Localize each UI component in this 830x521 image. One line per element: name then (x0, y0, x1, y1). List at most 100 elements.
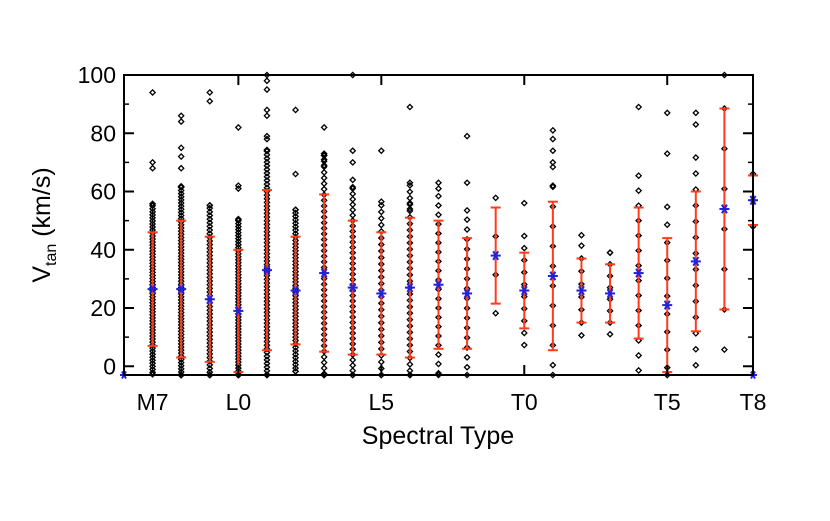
mean-marker-stroke (206, 294, 214, 305)
data-point (349, 367, 357, 375)
mean-marker-stroke (463, 288, 471, 299)
data-point (635, 187, 643, 195)
data-point (577, 331, 585, 339)
data-point (349, 190, 357, 198)
data-point (434, 185, 443, 193)
data-point-outlier (263, 132, 271, 140)
data-point (149, 362, 157, 370)
data-point (263, 154, 271, 162)
data-point (292, 216, 300, 224)
data-point (520, 341, 528, 349)
data-point (463, 344, 471, 352)
y-axis-title-unit: (km/s) (28, 167, 56, 236)
data-point (149, 217, 157, 225)
data-point (349, 361, 357, 369)
data-point (692, 329, 700, 337)
data-point-outlier (263, 106, 271, 114)
data-point (263, 367, 271, 375)
x-tick-label: T5 (654, 389, 681, 415)
mean-marker-stroke (492, 250, 500, 261)
data-point (320, 353, 328, 361)
data-point-outlier (177, 153, 185, 161)
data-point-outlier (177, 112, 185, 120)
mean-marker-stroke (320, 268, 328, 278)
x-tick-label: T8 (740, 389, 767, 415)
data-point-outlier (320, 161, 328, 169)
mean-marker (433, 279, 444, 290)
data-point-outlier (234, 185, 242, 193)
data-point (206, 222, 214, 230)
mean-marker-stroke (578, 285, 585, 296)
mean-marker-stroke (721, 204, 728, 214)
data-point (206, 208, 214, 216)
data-point (263, 158, 271, 166)
data-point (692, 154, 700, 162)
data-point (320, 359, 328, 367)
y-tick-label: 80 (90, 120, 116, 146)
data-point (434, 192, 443, 200)
mean-marker-stroke (349, 282, 357, 293)
data-point (377, 214, 385, 222)
data-point (177, 212, 185, 220)
data-point (234, 220, 242, 228)
data-point (349, 206, 357, 214)
data-point (320, 180, 328, 188)
data-point (349, 183, 357, 191)
data-point (206, 226, 214, 234)
data-point (177, 359, 185, 367)
data-point (349, 201, 357, 209)
data-point (635, 351, 643, 359)
data-point (149, 365, 157, 373)
data-point (206, 364, 214, 373)
data-point (149, 220, 157, 228)
data-point (635, 366, 643, 374)
data-point (463, 225, 471, 234)
data-point (177, 193, 185, 201)
data-point (549, 361, 557, 369)
mean-marker-stroke (292, 285, 299, 296)
mean-marker (519, 285, 530, 296)
data-point (520, 232, 528, 240)
data-point (234, 215, 242, 223)
data-point (234, 235, 242, 243)
data-point (234, 241, 242, 249)
y-tick-label: 100 (78, 62, 116, 88)
data-point (463, 206, 471, 214)
data-point (292, 367, 300, 375)
data-point (520, 244, 528, 252)
mean-marker (319, 268, 330, 278)
data-point (177, 365, 185, 373)
data-point (692, 345, 700, 353)
data-point (177, 355, 185, 363)
data-point (492, 309, 500, 317)
data-point (320, 168, 328, 176)
data-point (263, 151, 271, 159)
data-point (177, 208, 185, 216)
x-tick-label: L0 (226, 389, 252, 415)
data-point-outlier (349, 176, 357, 184)
data-point (292, 343, 300, 351)
y-axis-title-main: V (28, 266, 56, 283)
data-point (149, 359, 157, 367)
data-point (263, 173, 271, 181)
data-point (406, 367, 414, 375)
mean-marker-stroke (234, 306, 242, 316)
data-point (177, 202, 185, 210)
data-point (177, 186, 185, 195)
data-point-outlier (320, 123, 328, 131)
data-point (149, 341, 157, 349)
data-point (263, 146, 271, 154)
data-point (406, 179, 414, 187)
data-point-outlier (549, 158, 557, 166)
data-point-outlier (377, 147, 385, 155)
mean-marker-stroke (406, 282, 414, 293)
data-point (463, 353, 471, 361)
data-point (377, 208, 385, 216)
data-point (292, 206, 300, 214)
data-point (263, 169, 271, 177)
mean-marker (233, 306, 244, 316)
data-point-outlier (406, 103, 414, 111)
x-tick-label: L5 (369, 389, 395, 415)
data-point (263, 352, 271, 360)
y-axis-title-subscript: tan (43, 244, 60, 266)
